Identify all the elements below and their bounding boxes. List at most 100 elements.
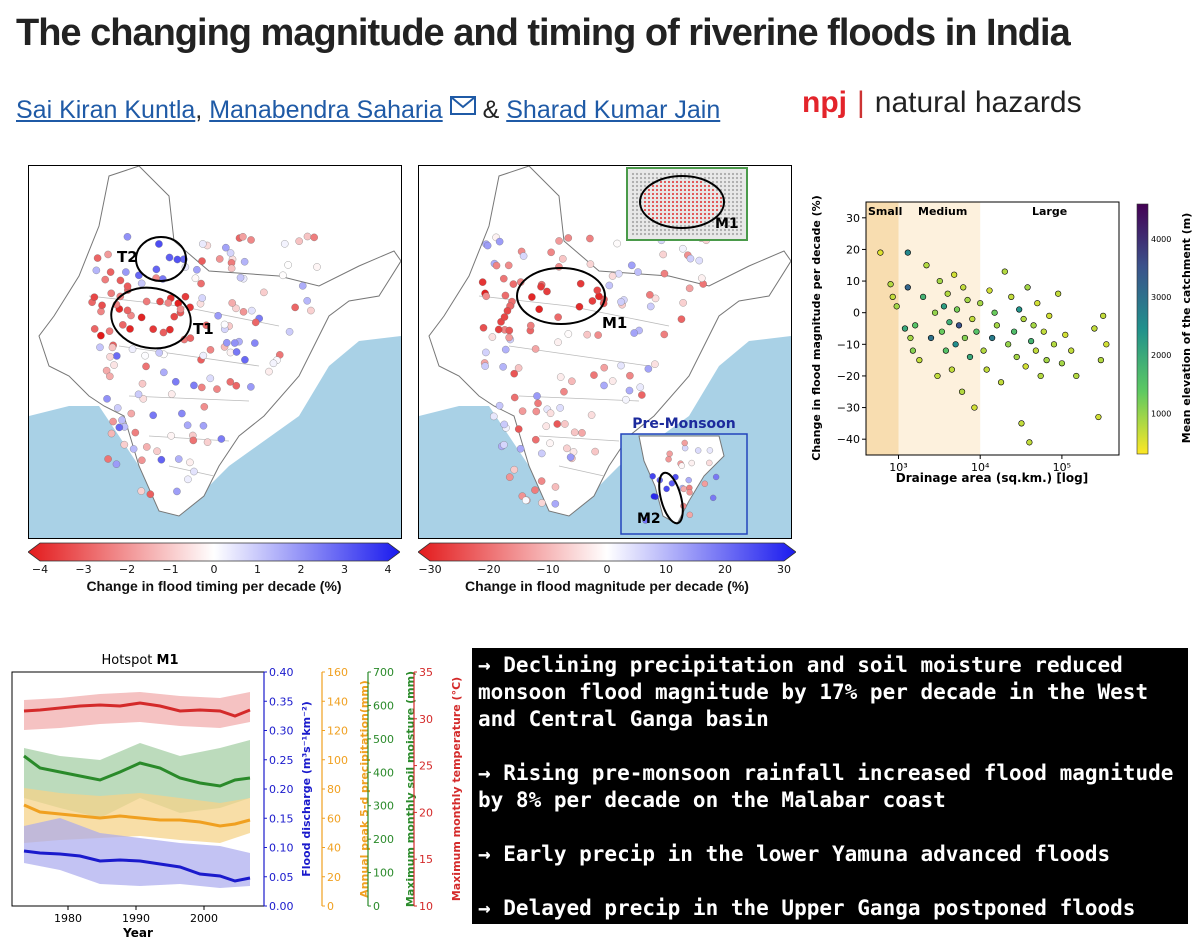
summary-box: → Declining precipitation and soil moist…	[472, 648, 1188, 924]
station-dot	[213, 385, 221, 393]
colorbar-tick: 0	[603, 563, 611, 576]
inset-grid-dot	[671, 228, 675, 232]
inset-grid-dot	[639, 188, 643, 192]
station-dot	[190, 381, 198, 390]
station-dot	[251, 318, 260, 327]
inset-grid-dot	[735, 184, 739, 188]
station-dot	[500, 274, 508, 283]
station-dot	[686, 254, 695, 263]
inset-grid-dot	[631, 224, 635, 228]
scatter-points	[877, 249, 1110, 446]
station-dot	[193, 266, 201, 274]
inset-grid-dot	[735, 216, 739, 220]
station-dot	[128, 345, 137, 353]
station-dot	[492, 261, 501, 270]
station-dot	[168, 390, 176, 398]
hotspot-xtick-label: 1990	[122, 912, 150, 925]
inset-grid-dot	[643, 216, 647, 220]
station-dot	[142, 297, 151, 306]
inset-grid-dot	[647, 172, 651, 176]
inset-grid-dot	[703, 188, 707, 192]
timing-colorbar-bar	[27, 542, 401, 562]
station-dot	[173, 487, 181, 496]
inset-grid-dot	[683, 224, 687, 228]
magnitude-colorbar: −30 −20 −10 0 10 20 30 Change in flood magnitu…	[417, 542, 797, 602]
station-dot	[186, 458, 194, 467]
author-link-3[interactable]: Sharad Kumar Jain	[506, 96, 721, 124]
inset-grid-dot	[687, 184, 691, 188]
hotspot-tick-label: 20	[419, 806, 433, 819]
inset-grid-dot	[703, 200, 707, 204]
inset-grid-dot	[663, 212, 667, 216]
inset-grid-dot	[675, 200, 679, 204]
inset-grid-dot	[715, 224, 719, 228]
inset-grid-dot	[695, 204, 699, 208]
inset-grid-dot	[683, 208, 687, 212]
station-dot	[495, 401, 504, 410]
hotspot-tick-label: 0.40	[269, 666, 294, 679]
station-dot	[500, 420, 508, 429]
station-dot	[129, 445, 138, 453]
inset-grid-dot	[699, 212, 703, 216]
station-dot	[247, 383, 255, 391]
station-dot	[310, 233, 318, 242]
inset-grid-dot	[715, 204, 719, 208]
inset-grid-dot	[631, 200, 635, 204]
inset-grid-dot	[659, 212, 663, 216]
station-dot	[123, 233, 132, 241]
inset-grid-dot	[731, 192, 735, 196]
station-dot	[228, 299, 236, 307]
inset-grid-dot	[647, 176, 651, 180]
station-dot	[651, 294, 660, 303]
station-dot	[153, 447, 161, 455]
inset-grid-dot	[671, 200, 675, 204]
mail-icon[interactable]	[449, 96, 476, 116]
hotspot-tick-label: 0	[327, 900, 334, 913]
inset-grid-dot	[679, 208, 683, 212]
author-list: Sai Kiran Kuntla, Manabendra Saharia & S…	[16, 96, 720, 125]
inset-grid-dot	[731, 212, 735, 216]
station-dot	[593, 286, 602, 295]
inset-grid-dot	[719, 196, 723, 200]
inset-grid-dot	[735, 180, 739, 184]
station-dot	[478, 278, 487, 286]
scatter-point	[901, 325, 909, 332]
inset-grid-dot	[715, 172, 719, 176]
inset-grid-dot	[719, 220, 723, 224]
station-dot	[113, 404, 122, 412]
station-dot	[575, 302, 584, 311]
station-dot	[141, 351, 149, 360]
station-dot	[660, 269, 669, 278]
scatter-point	[916, 357, 923, 364]
inset-grid-dot	[679, 188, 683, 192]
scatter-point	[1068, 347, 1075, 354]
inset-grid-dot	[683, 232, 687, 236]
inset-grid-dot	[651, 228, 655, 232]
scatter-point	[1034, 300, 1041, 307]
inset-grid-dot	[687, 176, 691, 180]
inset-grid-dot	[687, 220, 691, 224]
station-dot	[202, 321, 211, 330]
inset-grid-dot	[647, 208, 651, 212]
inset-grid-dot	[663, 216, 667, 220]
inset-grid-dot	[703, 208, 707, 212]
author-link-1[interactable]: Sai Kiran Kuntla	[16, 96, 196, 124]
inset-grid-dot	[731, 216, 735, 220]
inset-grid-dot	[651, 188, 655, 192]
inset-grid-dot	[659, 232, 663, 236]
inset-grid-dot	[679, 196, 683, 200]
inset-grid-dot	[679, 232, 683, 236]
station-dot	[200, 403, 209, 411]
paper-title: The changing magnitude and timing of riv…	[16, 12, 1071, 54]
inset-grid-dot	[635, 176, 639, 180]
station-dot	[206, 346, 215, 354]
station-dot	[535, 305, 543, 313]
inset-grid-dot	[683, 172, 687, 176]
inset-grid-dot	[651, 196, 655, 200]
station-dot	[206, 374, 215, 383]
inset-grid-dot	[703, 212, 707, 216]
station-dot	[538, 499, 546, 507]
inset-grid-dot	[659, 204, 663, 208]
author-link-2[interactable]: Manabendra Saharia	[209, 96, 443, 124]
station-dot	[199, 351, 208, 360]
